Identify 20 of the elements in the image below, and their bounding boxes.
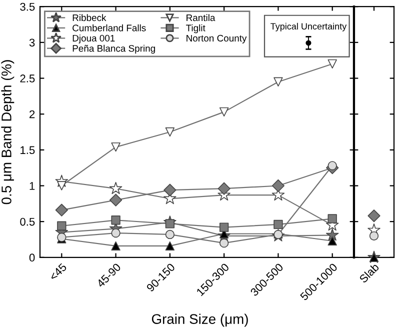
y-tick-label: 0 xyxy=(29,254,35,262)
legend-label: Djoua 001 xyxy=(72,34,115,44)
y-tick-label: 2.5 xyxy=(20,74,35,82)
y-tick-label: 1.5 xyxy=(20,146,35,154)
y-axis-title: 0.5 μm Band Depth (%) xyxy=(1,60,14,204)
x-axis-title: Grain Size (μm) xyxy=(152,314,248,327)
y-tick-label: 1 xyxy=(30,182,35,190)
x-tick-label: <45 xyxy=(49,262,68,281)
legend-label: Ribbeck xyxy=(72,14,106,22)
y-tick-label: 0.5 xyxy=(20,218,35,226)
y-tick-label: 3 xyxy=(29,38,35,47)
legend-label: Norton County xyxy=(186,34,247,44)
y-tick-label: 3.5 xyxy=(20,2,35,11)
legend-label: Tiglit xyxy=(186,24,206,34)
legend-label: Cumberland Falls xyxy=(72,24,146,32)
annotation: Typical Uncertainty xyxy=(270,22,347,32)
x-tick-label: Slab xyxy=(358,262,380,284)
legend-label: Peña Blanca Spring xyxy=(72,44,155,54)
legend-label: Rantila xyxy=(186,14,216,22)
y-tick-label: 2 xyxy=(30,110,35,118)
